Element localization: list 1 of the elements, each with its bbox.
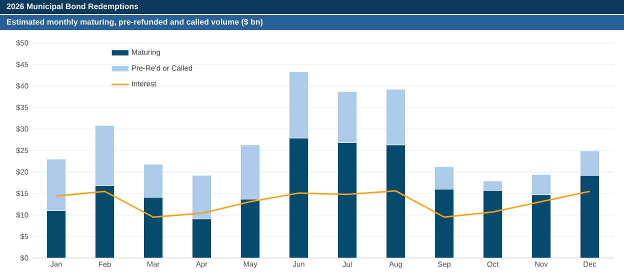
line-series [56, 190, 591, 218]
